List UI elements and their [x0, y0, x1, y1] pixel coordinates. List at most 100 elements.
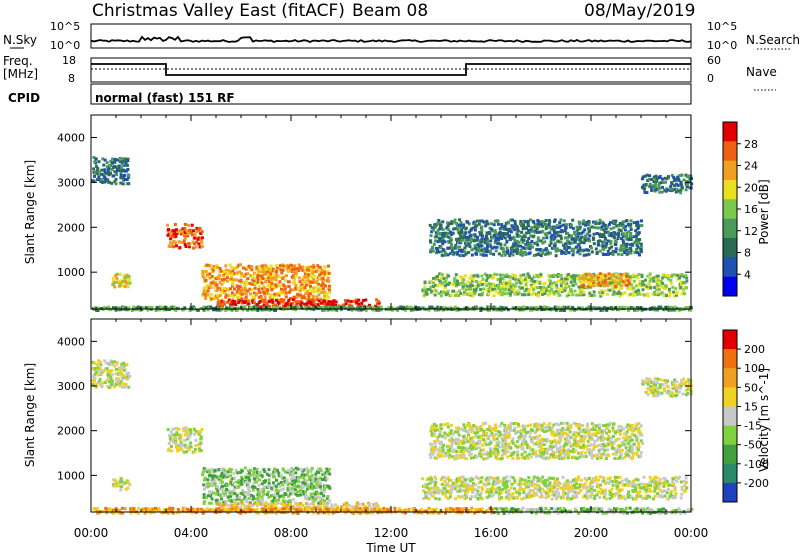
heatmap-cell — [564, 280, 568, 284]
heatmap-cell — [216, 502, 220, 506]
heatmap-cell — [434, 497, 438, 501]
heatmap-cell — [539, 492, 543, 496]
heatmap-cell — [436, 488, 440, 492]
heatmap-cell — [620, 277, 624, 281]
heatmap-cell — [521, 227, 525, 231]
heatmap-cell — [200, 238, 203, 242]
heatmap-cell — [111, 508, 115, 512]
heatmap-cell — [595, 251, 599, 254]
heatmap-cell — [496, 291, 500, 295]
heatmap-cell — [480, 244, 484, 248]
heatmap-cell — [470, 237, 473, 241]
nsky-tick-bottom: 10^0 — [50, 39, 80, 52]
heatmap-cell — [179, 435, 182, 439]
heatmap-cell — [440, 482, 444, 486]
heatmap-cell — [312, 278, 316, 282]
heatmap-cell — [666, 305, 670, 309]
heatmap-cell — [327, 271, 331, 275]
heatmap-cell — [561, 287, 565, 291]
heatmap-cell — [475, 224, 479, 228]
heatmap-cell — [636, 276, 640, 280]
heatmap-cell — [243, 286, 247, 290]
heatmap-cell — [282, 292, 286, 296]
heatmap-cell — [423, 485, 426, 488]
heatmap-cell — [329, 509, 333, 513]
heatmap-cell — [272, 470, 276, 474]
heatmap-cell — [196, 507, 200, 511]
heatmap-cell — [311, 276, 315, 280]
heatmap-cell — [203, 500, 206, 504]
heatmap-cell — [445, 489, 449, 493]
heatmap-cell — [464, 288, 468, 292]
heatmap-cell — [592, 220, 595, 224]
heatmap-cell — [542, 220, 546, 224]
heatmap-cell — [637, 272, 641, 276]
heatmap-cell — [172, 435, 176, 439]
heatmap-cell — [246, 469, 250, 473]
heatmap-cell — [560, 486, 564, 490]
heatmap-cell — [620, 224, 624, 228]
heatmap-cell — [360, 306, 364, 310]
heatmap-cell — [519, 485, 522, 489]
heatmap-cell — [303, 482, 307, 486]
heatmap-cell — [682, 275, 686, 279]
heatmap-cell — [482, 220, 486, 224]
heatmap-cell — [598, 221, 602, 225]
heatmap-cell — [552, 292, 556, 296]
heatmap-cell — [170, 234, 174, 238]
heatmap-cell — [548, 282, 552, 286]
heatmap-cell — [261, 502, 265, 506]
heatmap-cell — [318, 500, 322, 504]
heatmap-cell — [356, 305, 360, 309]
heatmap-cell — [588, 229, 591, 233]
heatmap-cell — [194, 444, 198, 448]
heatmap-cell — [557, 240, 561, 244]
heatmap-cell — [204, 293, 208, 297]
heatmap-cell — [525, 306, 529, 310]
freq-tick-top: 18 — [62, 54, 76, 67]
heatmap-cell — [102, 163, 106, 167]
heatmap-cell — [480, 231, 484, 234]
heatmap-cell — [527, 476, 531, 479]
heatmap-cell — [244, 280, 248, 284]
heatmap-cell — [530, 285, 534, 289]
heatmap-cell — [534, 511, 538, 515]
heatmap-cell — [318, 265, 322, 269]
heatmap-cell — [603, 274, 607, 278]
heatmap-cell — [289, 500, 293, 504]
nsky-tick-top: 10^5 — [50, 20, 80, 33]
heatmap-cell — [112, 174, 116, 178]
heatmap-cell — [499, 280, 502, 284]
heatmap-cell — [566, 483, 570, 487]
heatmap-cell — [169, 241, 173, 245]
heatmap-cell — [109, 308, 113, 312]
heatmap-cell — [521, 253, 524, 257]
heatmap-cell — [166, 223, 169, 227]
heatmap-cell — [597, 306, 601, 310]
heatmap-cell — [638, 292, 642, 296]
heatmap-cell — [505, 490, 508, 494]
heatmap-cell — [527, 274, 531, 278]
heatmap-cell — [532, 494, 536, 498]
heatmap-cell — [260, 474, 264, 478]
heatmap-cell — [265, 301, 269, 305]
heatmap-cell — [229, 494, 233, 498]
heatmap-cell — [375, 501, 378, 505]
heatmap-cell — [459, 236, 463, 240]
heatmap-cell — [555, 495, 559, 499]
heatmap-cell — [433, 483, 437, 487]
heatmap-cell — [223, 471, 227, 475]
heatmap-cell — [229, 287, 232, 291]
heatmap-cell — [443, 291, 447, 295]
heatmap-cell — [567, 251, 571, 255]
heatmap-cell — [524, 253, 528, 257]
heatmap-cell — [272, 484, 276, 488]
heatmap-cell — [488, 243, 492, 246]
heatmap-cell — [276, 274, 280, 278]
heatmap-cell — [121, 163, 125, 167]
heatmap-cell — [185, 450, 189, 454]
heatmap-cell — [629, 251, 633, 255]
heatmap-cell — [286, 470, 290, 474]
heatmap-cell — [669, 281, 673, 285]
heatmap-cell — [242, 491, 246, 494]
